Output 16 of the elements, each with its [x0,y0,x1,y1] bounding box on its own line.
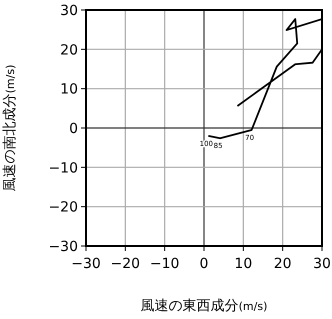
x-axis-title: 風速の東西成分(m/s) [140,298,268,314]
y-tick-label: −20 [48,200,78,216]
y-axis-title: 風速の南北成分(m/s) [2,64,18,192]
x-tick-label: 0 [200,256,208,272]
x-tick-label: 20 [274,256,292,272]
x-tick-label: 10 [234,256,252,272]
y-tick-label: 20 [60,42,78,58]
y-tick-label: −10 [48,160,78,176]
y-tick-label: −30 [48,239,78,255]
x-tick-label: −30 [71,256,101,272]
x-tick-label: −20 [110,256,140,272]
y-tick-label: 0 [69,121,78,137]
x-tick-label: −10 [150,256,180,272]
x-tick-label: 30 [313,256,331,272]
y-tick-label: 30 [60,3,78,19]
y-tick-label: 10 [60,82,78,98]
